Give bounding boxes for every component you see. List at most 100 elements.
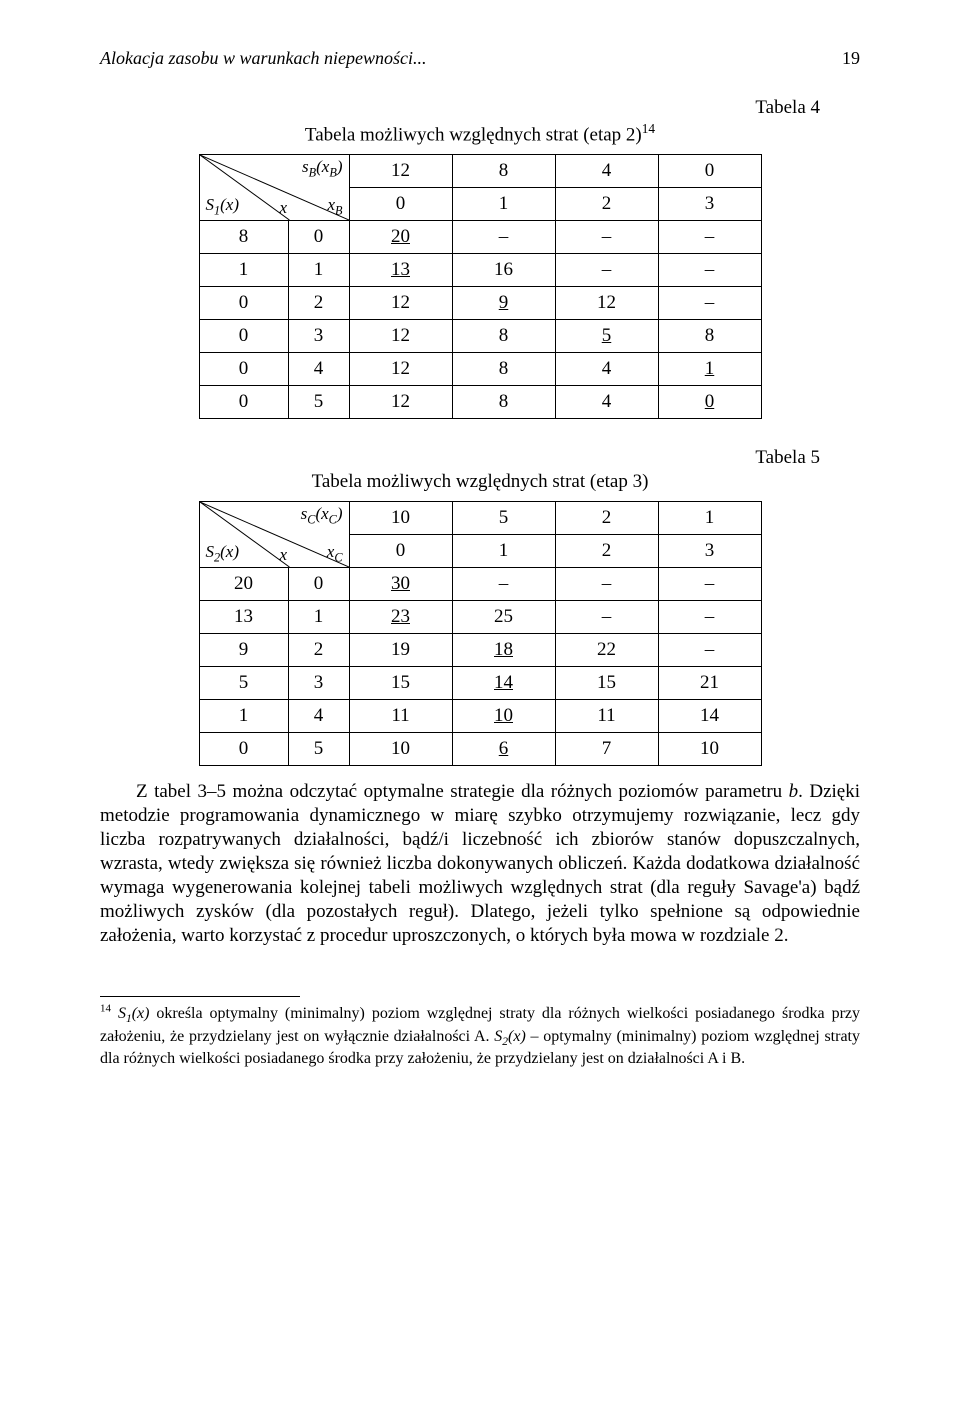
- data-cell: 18: [452, 634, 555, 667]
- running-title: Alokacja zasobu w warunkach niepewności.…: [100, 48, 860, 69]
- data-cell: 12: [555, 287, 658, 320]
- col-header-top: 1: [658, 502, 761, 535]
- table4: sB(xB)S1(x)xxB1284001238020–––111316––02…: [199, 154, 762, 419]
- data-cell: 10: [658, 733, 761, 766]
- table5: sC(xC)S2(x)xxC10521012320030–––1312325––…: [199, 501, 762, 766]
- data-cell: –: [555, 254, 658, 287]
- data-cell: 8: [658, 320, 761, 353]
- data-cell: 8: [452, 386, 555, 419]
- table-header-diagonal: sC(xC)S2(x)xxC: [199, 502, 349, 568]
- data-cell: 16: [452, 254, 555, 287]
- col-header-bot: 1: [452, 535, 555, 568]
- data-cell: 19: [349, 634, 452, 667]
- data-cell: 11: [555, 700, 658, 733]
- row-lead: 1: [199, 700, 288, 733]
- row-lead: 0: [199, 353, 288, 386]
- col-header-bot: 0: [349, 535, 452, 568]
- data-cell: 22: [555, 634, 658, 667]
- col-header-bot: 0: [349, 188, 452, 221]
- row-lead: 13: [199, 601, 288, 634]
- data-cell: 12: [349, 386, 452, 419]
- row-lead: 0: [199, 386, 288, 419]
- row-x: 2: [288, 634, 349, 667]
- data-cell: 15: [555, 667, 658, 700]
- data-cell: 12: [349, 287, 452, 320]
- data-cell: –: [555, 221, 658, 254]
- data-cell: 8: [452, 320, 555, 353]
- table-header-diagonal: sB(xB)S1(x)xxB: [199, 155, 349, 221]
- data-cell: –: [658, 601, 761, 634]
- row-x: 4: [288, 353, 349, 386]
- data-cell: –: [658, 568, 761, 601]
- col-header-top: 10: [349, 502, 452, 535]
- data-cell: 25: [452, 601, 555, 634]
- row-x: 0: [288, 221, 349, 254]
- col-header-bot: 3: [658, 188, 761, 221]
- data-cell: 14: [658, 700, 761, 733]
- row-x: 1: [288, 254, 349, 287]
- page-number: 19: [842, 48, 860, 69]
- row-lead: 0: [199, 733, 288, 766]
- data-cell: 0: [658, 386, 761, 419]
- col-header-top: 0: [658, 155, 761, 188]
- row-lead: 1: [199, 254, 288, 287]
- row-x: 3: [288, 667, 349, 700]
- row-lead: 0: [199, 320, 288, 353]
- data-cell: 8: [452, 353, 555, 386]
- data-cell: –: [452, 568, 555, 601]
- data-cell: 20: [349, 221, 452, 254]
- row-x: 5: [288, 386, 349, 419]
- data-cell: 5: [555, 320, 658, 353]
- row-lead: 9: [199, 634, 288, 667]
- col-header-top: 2: [555, 502, 658, 535]
- footnote-rule: [100, 996, 300, 997]
- data-cell: 10: [452, 700, 555, 733]
- row-x: 4: [288, 700, 349, 733]
- table5-label: Tabela 5: [100, 447, 860, 469]
- col-header-bot: 2: [555, 188, 658, 221]
- col-header-top: 12: [349, 155, 452, 188]
- data-cell: –: [555, 568, 658, 601]
- data-cell: –: [658, 254, 761, 287]
- data-cell: 14: [452, 667, 555, 700]
- row-x: 5: [288, 733, 349, 766]
- col-header-bot: 3: [658, 535, 761, 568]
- row-lead: 20: [199, 568, 288, 601]
- table4-caption: Tabela możliwych względnych strat (etap …: [100, 121, 860, 146]
- col-header-top: 5: [452, 502, 555, 535]
- footnote: 14 S1(x) określa optymalny (minimalny) p…: [100, 1003, 860, 1069]
- data-cell: –: [452, 221, 555, 254]
- data-cell: 12: [349, 320, 452, 353]
- data-cell: –: [555, 601, 658, 634]
- row-x: 0: [288, 568, 349, 601]
- data-cell: 21: [658, 667, 761, 700]
- data-cell: 11: [349, 700, 452, 733]
- data-cell: 7: [555, 733, 658, 766]
- data-cell: –: [658, 634, 761, 667]
- data-cell: 4: [555, 353, 658, 386]
- row-lead: 8: [199, 221, 288, 254]
- data-cell: 4: [555, 386, 658, 419]
- data-cell: 9: [452, 287, 555, 320]
- row-x: 2: [288, 287, 349, 320]
- row-lead: 5: [199, 667, 288, 700]
- col-header-bot: 1: [452, 188, 555, 221]
- data-cell: 15: [349, 667, 452, 700]
- data-cell: 6: [452, 733, 555, 766]
- col-header-top: 4: [555, 155, 658, 188]
- data-cell: 23: [349, 601, 452, 634]
- body-text: Z tabel 3–5 można odczytać optymalne str…: [100, 780, 860, 948]
- data-cell: 30: [349, 568, 452, 601]
- row-x: 3: [288, 320, 349, 353]
- row-lead: 0: [199, 287, 288, 320]
- col-header-bot: 2: [555, 535, 658, 568]
- row-x: 1: [288, 601, 349, 634]
- col-header-top: 8: [452, 155, 555, 188]
- data-cell: 13: [349, 254, 452, 287]
- data-cell: –: [658, 221, 761, 254]
- table4-label: Tabela 4: [100, 97, 860, 119]
- data-cell: 10: [349, 733, 452, 766]
- table5-caption: Tabela możliwych względnych strat (etap …: [100, 471, 860, 493]
- data-cell: 12: [349, 353, 452, 386]
- data-cell: –: [658, 287, 761, 320]
